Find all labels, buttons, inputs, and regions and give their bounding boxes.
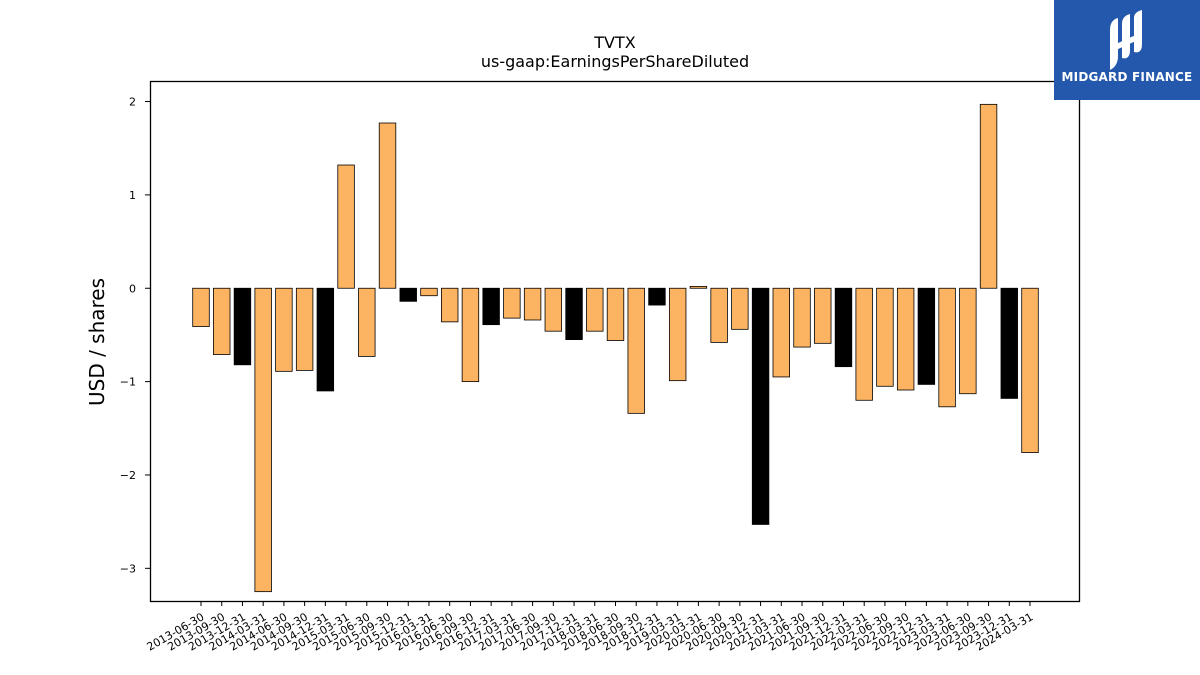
bar-2015-03-31 <box>337 164 355 289</box>
bar-2016-06-30 <box>441 287 459 323</box>
bar-2013-12-31 <box>233 287 252 366</box>
bar-2018-12-31 <box>648 287 666 306</box>
y-tick-label: 2 <box>129 96 136 109</box>
bar-2014-06-30 <box>275 287 293 372</box>
y-axis-label: USD / shares <box>85 278 109 406</box>
bar-2021-06-30 <box>793 287 811 348</box>
bar-2017-03-31 <box>503 287 521 319</box>
bar-2019-03-31 <box>668 287 687 382</box>
bar-2017-12-31 <box>565 287 583 340</box>
bar-2015-12-31 <box>399 287 417 302</box>
bar-2018-09-30 <box>627 287 645 414</box>
bar-2023-09-30 <box>979 103 998 289</box>
bar-2022-03-31 <box>855 287 873 401</box>
y-tick-label: 0 <box>129 282 136 295</box>
x-axis: 2013-06-302013-09-302013-12-312014-03-31… <box>145 601 1036 654</box>
bar-2013-06-30 <box>192 287 210 327</box>
logo-text: MIDGARD FINANCE <box>1061 70 1193 84</box>
bar-2022-09-30 <box>896 287 915 391</box>
bar-2018-03-31 <box>586 287 604 332</box>
bar-2018-06-30 <box>606 287 625 341</box>
chart-subtitle: us-gaap:EarningsPerShareDiluted <box>481 52 749 71</box>
bar-2020-03-31 <box>689 285 708 289</box>
bar-2016-03-31 <box>420 287 438 297</box>
bar-2022-06-30 <box>876 287 894 387</box>
bar-2020-06-30 <box>710 287 728 343</box>
bar-2013-09-30 <box>213 287 231 355</box>
bar-2015-06-30 <box>358 287 376 357</box>
chart-title: TVTX <box>593 33 635 52</box>
bar-2014-12-31 <box>316 287 335 392</box>
bar-2023-06-30 <box>959 287 977 395</box>
bars-group <box>192 103 1039 593</box>
y-tick-label: −2 <box>120 469 136 482</box>
bar-2023-03-31 <box>938 287 956 408</box>
y-axis: 2 1 0 −1 −2 −3 <box>120 96 150 575</box>
bar-2023-12-31 <box>1000 287 1018 399</box>
midgard-finance-logo: MIDGARD FINANCE <box>1054 0 1200 100</box>
bar-2017-09-30 <box>544 287 563 332</box>
bar-2020-09-30 <box>731 287 749 330</box>
y-tick-label: −3 <box>120 562 136 575</box>
y-tick-label: −1 <box>120 376 136 389</box>
plot-frame <box>149 80 1081 603</box>
bar-2021-03-31 <box>772 287 790 378</box>
bar-2021-12-31 <box>834 287 853 368</box>
bar-2020-12-31 <box>751 287 770 525</box>
bar-2015-09-30 <box>378 122 397 289</box>
bar-2021-09-30 <box>814 287 832 344</box>
midgard-logo-icon <box>1110 10 1142 70</box>
bar-2024-03-31 <box>1021 287 1039 453</box>
bar-2014-09-30 <box>295 287 314 371</box>
bar-2017-06-30 <box>523 287 542 321</box>
bar-2022-12-31 <box>917 287 936 385</box>
bar-2016-09-30 <box>461 287 480 383</box>
bar-2014-03-31 <box>254 287 272 593</box>
bar-2016-12-31 <box>482 287 500 326</box>
y-tick-label: 1 <box>129 189 136 202</box>
